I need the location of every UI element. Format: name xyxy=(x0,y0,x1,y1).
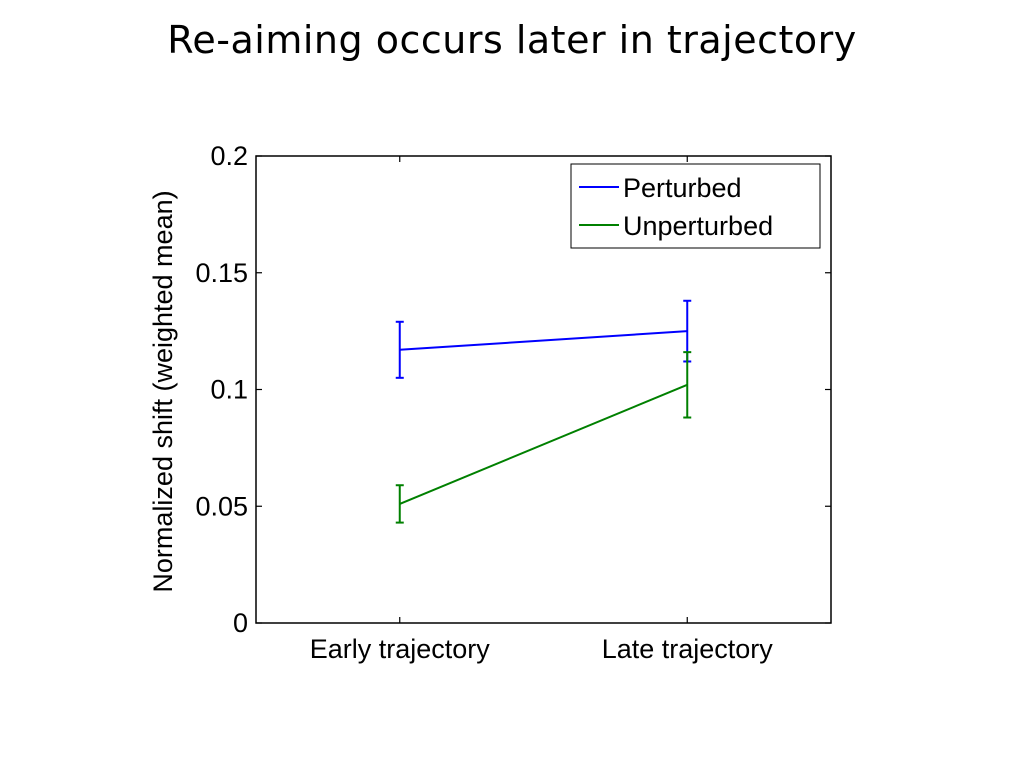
series-unperturbed xyxy=(395,351,692,524)
x-tick-label: Late trajectory xyxy=(602,634,774,664)
y-tick-label: 0.2 xyxy=(210,141,248,171)
x-tick-label: Early trajectory xyxy=(310,634,491,664)
series-perturbed xyxy=(395,299,692,379)
legend-label: Perturbed xyxy=(623,173,742,203)
series-line xyxy=(399,383,688,505)
y-tick-label: 0 xyxy=(233,608,248,638)
series-line xyxy=(399,330,688,351)
y-tick-label: 0.15 xyxy=(195,258,248,288)
y-axis-label: Normalized shift (weighted mean) xyxy=(148,190,178,592)
legend: Perturbed Unperturbed xyxy=(570,163,821,249)
y-tick-label: 0.1 xyxy=(210,375,248,405)
slide-title: Re-aiming occurs later in trajectory xyxy=(167,18,857,62)
series-layer xyxy=(395,299,692,524)
y-tick-label: 0.05 xyxy=(195,491,248,521)
legend-box xyxy=(570,163,821,249)
axes: 0 0.05 0.1 0.15 0.2 Early trajectory Late traj… xyxy=(148,141,832,664)
legend-label: Unperturbed xyxy=(623,211,773,241)
